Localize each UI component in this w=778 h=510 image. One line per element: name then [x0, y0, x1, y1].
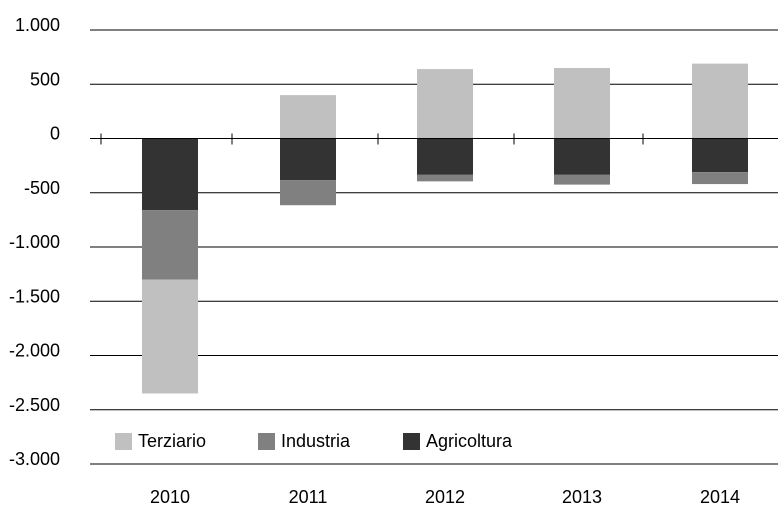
y-tick-label: -2.500: [9, 395, 60, 415]
bar-terziario-2012: [417, 69, 473, 139]
legend-swatch-industria: [258, 433, 275, 450]
bar-industria-2011: [280, 180, 336, 206]
legend-label-agricoltura: Agricoltura: [426, 431, 513, 451]
legend: Terziario Industria Agricoltura: [115, 431, 513, 451]
bar-industria-2010: [142, 210, 198, 280]
x-tick-label: 2013: [562, 487, 602, 505]
legend-label-terziario: Terziario: [138, 431, 206, 451]
bar-industria-2013: [554, 174, 610, 185]
x-axis-tick-labels: 2010 2011 2012 2013 2014: [150, 487, 740, 507]
bar-agricoltura-2010: [142, 138, 198, 211]
y-tick-label: 500: [30, 69, 60, 89]
y-tick-label: -500: [24, 178, 60, 198]
bar-terziario-2014: [692, 63, 748, 139]
bar-terziario-2013: [554, 67, 610, 139]
legend-swatch-agricoltura: [403, 433, 420, 450]
y-tick-label: -1.500: [9, 286, 60, 306]
y-tick-label: 1.000: [15, 15, 60, 35]
x-tick-label: 2011: [289, 487, 328, 505]
bar-terziario-2011: [280, 95, 336, 139]
bar-agricoltura-2013: [554, 138, 610, 175]
legend-swatch-terziario: [115, 433, 132, 450]
bars: [142, 63, 748, 394]
x-tick-label: 2012: [425, 487, 465, 505]
y-tick-label: -3.000: [9, 449, 60, 469]
y-axis-tick-labels: 1.000 500 0 -500 -1.000 -1.500 -2.000 -2.500 -3.…: [9, 15, 60, 469]
bar-agricoltura-2012: [417, 138, 473, 175]
bar-industria-2014: [692, 172, 748, 185]
legend-label-industria: Industria: [281, 431, 351, 451]
x-tick-label: 2014: [700, 487, 740, 505]
bar-agricoltura-2011: [280, 138, 336, 181]
y-tick-label: -1.000: [9, 232, 60, 252]
y-tick-label: -2.000: [9, 341, 60, 361]
y-tick-label: 0: [50, 124, 60, 144]
x-axis: [90, 133, 778, 145]
bar-terziario-2010: [142, 279, 198, 394]
gridlines: [90, 29, 778, 465]
bar-industria-2012: [417, 174, 473, 182]
x-tick-label: 2010: [150, 487, 190, 505]
bar-agricoltura-2014: [692, 138, 748, 173]
